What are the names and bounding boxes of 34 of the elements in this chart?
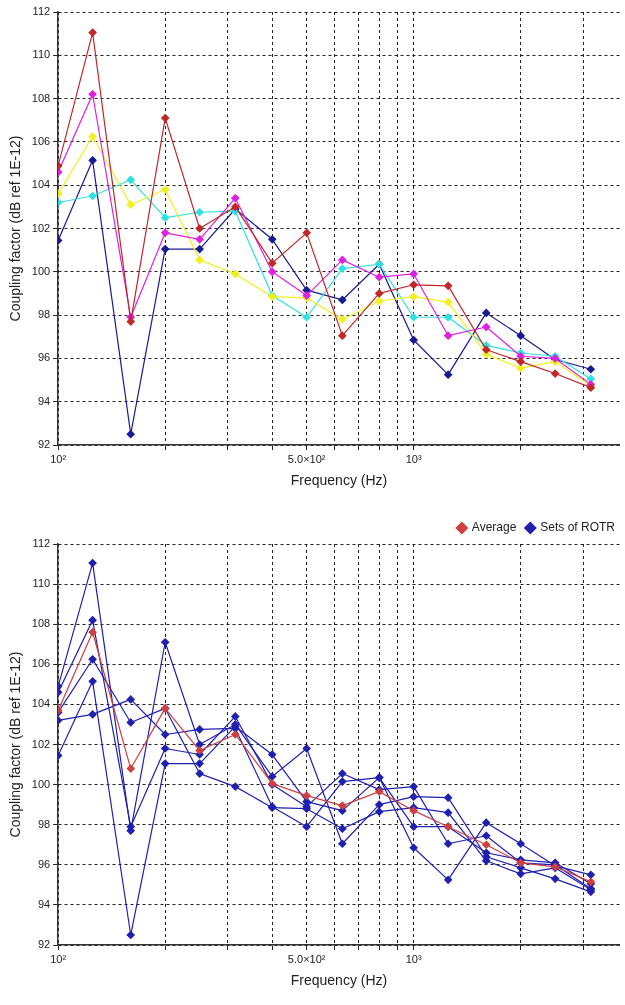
- x-tick-label: 10³: [405, 452, 422, 465]
- y-tick-label: 94: [37, 897, 51, 910]
- y-tick-label: 96: [37, 857, 51, 870]
- y-tick-label: 108: [31, 91, 51, 104]
- y-tick-label: 104: [31, 697, 51, 710]
- x-tick-label: 10³: [405, 952, 422, 965]
- y-tick-label: 100: [31, 777, 51, 790]
- y-tick-label: 100: [31, 264, 51, 277]
- y-tick-label: 102: [31, 737, 51, 750]
- legend-label: Average: [471, 520, 517, 535]
- y-tick-label: 112: [32, 537, 51, 550]
- y-tick-label: 96: [37, 351, 51, 364]
- y-tick-label: 108: [31, 617, 51, 630]
- y-tick-label: 104: [31, 178, 51, 191]
- y-tick-label: 92: [37, 438, 51, 451]
- x-tick-label: 5.0×10²: [287, 452, 326, 465]
- y-tick-label: 110: [32, 577, 51, 590]
- y-axis-title: Coupling factor (dB ref 1E-12): [7, 651, 24, 838]
- y-tick-label: 94: [37, 394, 51, 407]
- x-tick-label: 5.0×10²: [287, 952, 326, 965]
- y-tick-label: 98: [37, 308, 51, 321]
- x-axis-title: Frequency (Hz): [290, 472, 388, 489]
- x-tick-label: 10²: [50, 952, 67, 965]
- y-tick-label: 106: [31, 134, 51, 147]
- legend-label: Sets of ROTR: [540, 520, 616, 535]
- x-tick-label: 10²: [50, 452, 67, 465]
- x-axis-title: Frequency (Hz): [290, 972, 388, 989]
- y-tick-label: 106: [31, 657, 51, 670]
- y-tick-label: 92: [37, 938, 51, 951]
- y-tick-label: 112: [32, 5, 51, 18]
- y-tick-label: 98: [37, 817, 51, 830]
- y-axis-title: Coupling factor (dB ref 1E-12): [7, 135, 24, 322]
- y-tick-label: 110: [32, 48, 51, 61]
- y-tick-label: 102: [31, 221, 51, 234]
